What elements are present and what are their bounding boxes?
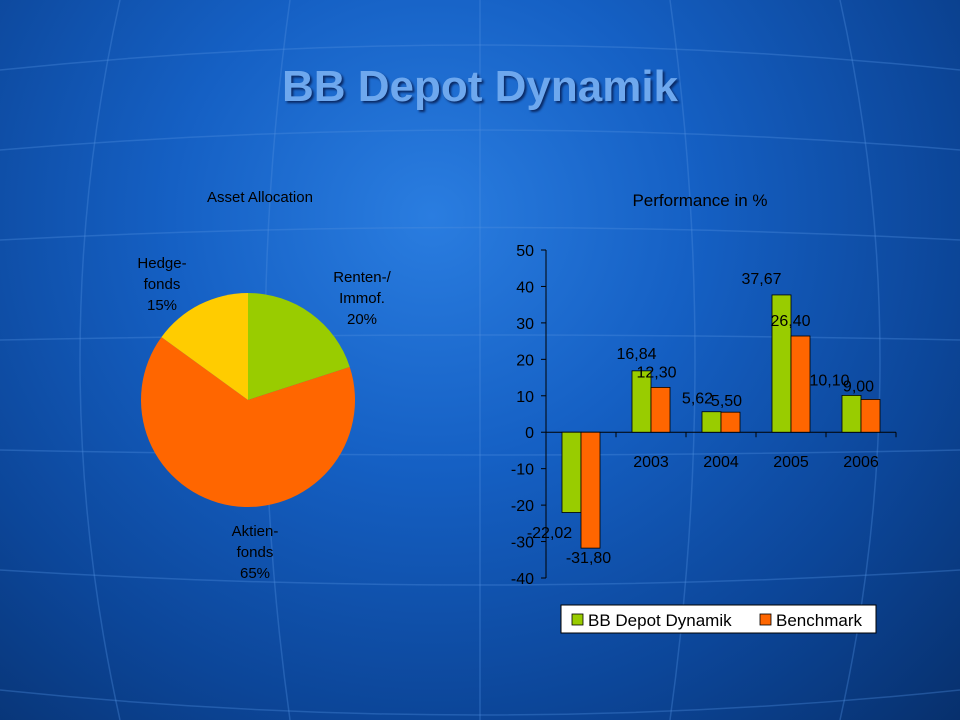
x-tick-label: 2003 [633, 454, 669, 471]
bar [561, 431, 582, 513]
legend-box [560, 604, 877, 634]
legend-swatch [759, 613, 772, 626]
bar-data-label: -22,02 [527, 525, 572, 542]
bar-legend: BB Depot Dynamik Benchmark [560, 604, 877, 634]
y-tick-label: 0 [525, 425, 534, 442]
bar [790, 335, 811, 433]
pie-slice-label: Aktien-fonds 65% [232, 523, 279, 582]
pie-chart: Asset Allocation Renten-/Immof. 20% Aktien… [137, 189, 391, 582]
bar-data-label: 10,10 [809, 372, 849, 389]
bar-data-label: 5,50 [711, 393, 742, 410]
legend-label: BB Depot Dynamik [588, 611, 732, 630]
y-tick-label: -40 [511, 571, 534, 588]
bar [720, 411, 741, 433]
bar-data-label: 9,00 [843, 378, 874, 395]
slide-title: BB Depot Dynamik [281, 62, 679, 111]
y-tick-label: 40 [516, 279, 534, 296]
x-tick-label: 2006 [843, 454, 879, 471]
y-tick-label: -10 [511, 462, 534, 479]
bar [860, 399, 881, 433]
bar [650, 386, 671, 433]
bar-title: Performance in % [632, 191, 767, 210]
bar-data-label: 37,67 [741, 271, 781, 288]
legend-swatch [571, 613, 584, 626]
bar [841, 395, 862, 433]
pie-slice-label: Renten-/Immof. 20% [333, 269, 391, 328]
y-tick-label: 20 [516, 352, 534, 369]
bar [701, 411, 722, 433]
y-tick-label: 10 [516, 389, 534, 406]
pie-slice [248, 293, 350, 400]
bar-data-label: -31,80 [566, 550, 611, 567]
y-tick-label: 30 [516, 316, 534, 333]
x-tick-label: 2005 [773, 454, 809, 471]
bar-data-label: 12,30 [636, 364, 676, 381]
bar-chart: Performance in % 50 40 30 20 10 0 -10 -20 -30 -40… [511, 191, 897, 634]
legend-label: Benchmark [776, 611, 862, 630]
pie-title: Asset Allocation [207, 189, 313, 206]
bar-data-label: 5,62 [682, 391, 713, 408]
pie-slice [161, 293, 248, 400]
y-tick-label: -20 [511, 498, 534, 515]
bar [580, 431, 601, 549]
y-tick-label: 50 [516, 243, 534, 260]
pie-slice-label: Hedge-fonds 15% [137, 255, 186, 314]
pie-slice [140, 337, 355, 508]
bar-data-label: 26,40 [770, 313, 810, 330]
bar-data-label: 16,84 [616, 346, 656, 363]
x-tick-label: 2004 [703, 454, 739, 471]
y-tick-label: -30 [511, 535, 534, 552]
